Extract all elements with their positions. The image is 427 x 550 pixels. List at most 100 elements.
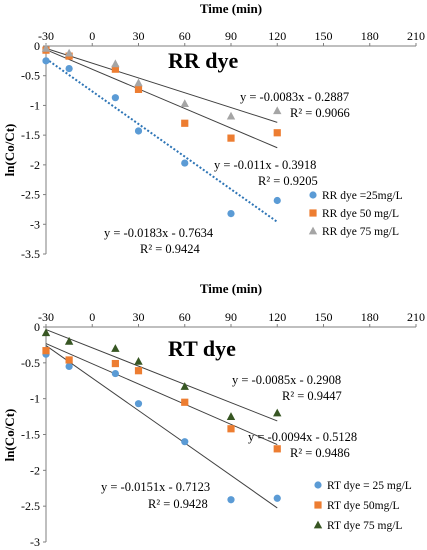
legend-label: RT dye = 25 mg/L [327,480,412,492]
data-point-series-3 [134,78,143,87]
data-point-series-3 [273,408,282,417]
trendline-r2: R² = 0.9428 [148,497,208,511]
data-point-series-2 [134,367,143,375]
data-point-series-1 [181,438,189,446]
y-tick-label: -0.5 [21,356,40,370]
data-point-series-2 [181,398,189,406]
x-tick-label: 60 [179,29,191,43]
data-point-series-2 [65,356,73,364]
trendline-1 [45,57,278,223]
trendline-2 [45,343,278,446]
data-point-series-3 [64,48,74,57]
y-tick-label: 0 [34,320,40,334]
x-tick-label: 150 [315,29,333,43]
y-axis-title: ln(Co/Ct) [2,124,17,177]
x-tick-label: -30 [38,310,54,324]
data-point-series-3 [111,344,120,352]
data-point-series-3 [226,111,236,120]
legend-label: RR dye =25mg/L [322,190,403,202]
x-tick-label: 0 [89,29,95,43]
y-tick-label: -1 [30,392,40,406]
data-point-series-1 [134,127,143,135]
y-tick-label: -2.5 [21,499,40,513]
x-axis-title: Time (min) [200,281,262,296]
data-point-series-2 [42,347,50,355]
y-tick-label: -3.5 [21,247,40,261]
rr-dye-chart: -30 0 30 60 90 120 150 180 2100-0.5-1-1.5-2-2.5-… [2,1,425,261]
trendline-3 [45,47,278,123]
data-point-series-1 [111,94,119,102]
data-point-series-1 [42,57,50,65]
trendline-equation: y = -0.0183x - 0.7634 [104,226,214,240]
legend-marker [308,226,318,235]
x-axis-title: Time (min) [200,1,262,16]
data-point-series-3 [41,43,51,52]
trendline-2 [45,49,278,149]
data-point-series-1 [134,400,143,408]
data-point-series-2 [273,129,281,137]
legend-marker [309,191,317,199]
trendline-r2: R² = 0.9447 [282,389,342,403]
y-tick-label: -1 [30,98,40,112]
data-point-series-2 [227,134,235,142]
data-point-series-3 [111,59,120,68]
x-tick-label: 30 [133,29,145,43]
data-point-series-3 [180,382,189,390]
x-tick-label: 210 [407,29,425,43]
chart-title: RR dye [168,48,239,73]
y-axis-title: ln(Co/Ct) [2,409,17,462]
trendline-equation: y = -0.0151x - 0.7123 [101,480,210,494]
trendline-r2: R² = 0.9424 [140,242,201,256]
x-tick-label: 0 [89,310,95,324]
x-tick-label: 120 [268,310,286,324]
data-point-series-1 [227,496,235,504]
legend-marker [313,520,323,529]
trendline-3 [45,329,278,422]
data-point-series-1 [181,159,189,167]
data-point-series-2 [134,85,143,93]
x-tick-label: 210 [407,310,425,324]
y-tick-label: -2 [30,158,40,172]
chart-title: RT dye [168,336,236,361]
trendline-equation: y = -0.0085x - 0.2908 [232,373,341,387]
data-point-series-2 [111,359,119,368]
data-point-series-1 [65,64,73,73]
x-tick-label: 90 [225,29,237,43]
legend-label: RT dye 75 mg/L [327,520,402,532]
y-tick-label: 0 [34,39,40,53]
data-point-series-1 [273,494,281,502]
x-tick-label: -30 [38,29,54,43]
y-tick-label: -1.5 [21,128,40,142]
x-tick-label: 180 [361,310,379,324]
data-point-series-2 [227,425,235,433]
legend-label: RR dye 75 mg/L [322,226,399,238]
data-point-series-2 [181,119,189,127]
trendline-1 [45,345,278,509]
x-tick-label: 30 [133,310,145,324]
trendline-r2: R² = 0.9066 [290,106,350,120]
data-point-series-3 [64,336,74,345]
x-tick-label: 120 [268,29,286,43]
legend-marker [309,209,317,217]
data-point-series-3 [41,328,51,337]
legend-marker [314,481,322,489]
y-tick-label: -3 [30,217,40,231]
data-point-series-1 [273,196,281,205]
data-point-series-2 [111,65,119,73]
data-point-series-1 [65,362,73,371]
trendline-equation: y = -0.0094x - 0.5128 [248,430,357,444]
y-tick-label: -2 [30,463,40,477]
trendline-equation: y = -0.0083x - 0.2887 [240,90,349,104]
x-tick-label: 60 [179,310,191,324]
y-tick-label: -1.5 [21,428,40,442]
data-point-series-3 [273,106,282,115]
data-point-series-3 [134,357,143,365]
data-point-series-2 [273,445,281,453]
rt-dye-chart: -30 0 30 60 90 120 150 180 2100-0.5-1-1.5-2-2.5-… [2,281,425,549]
legend-marker [314,501,322,509]
data-point-series-1 [227,209,235,218]
legend-label: RR dye 50 mg/L [322,208,399,220]
data-point-series-3 [226,412,236,420]
y-tick-label: -2.5 [21,188,40,202]
